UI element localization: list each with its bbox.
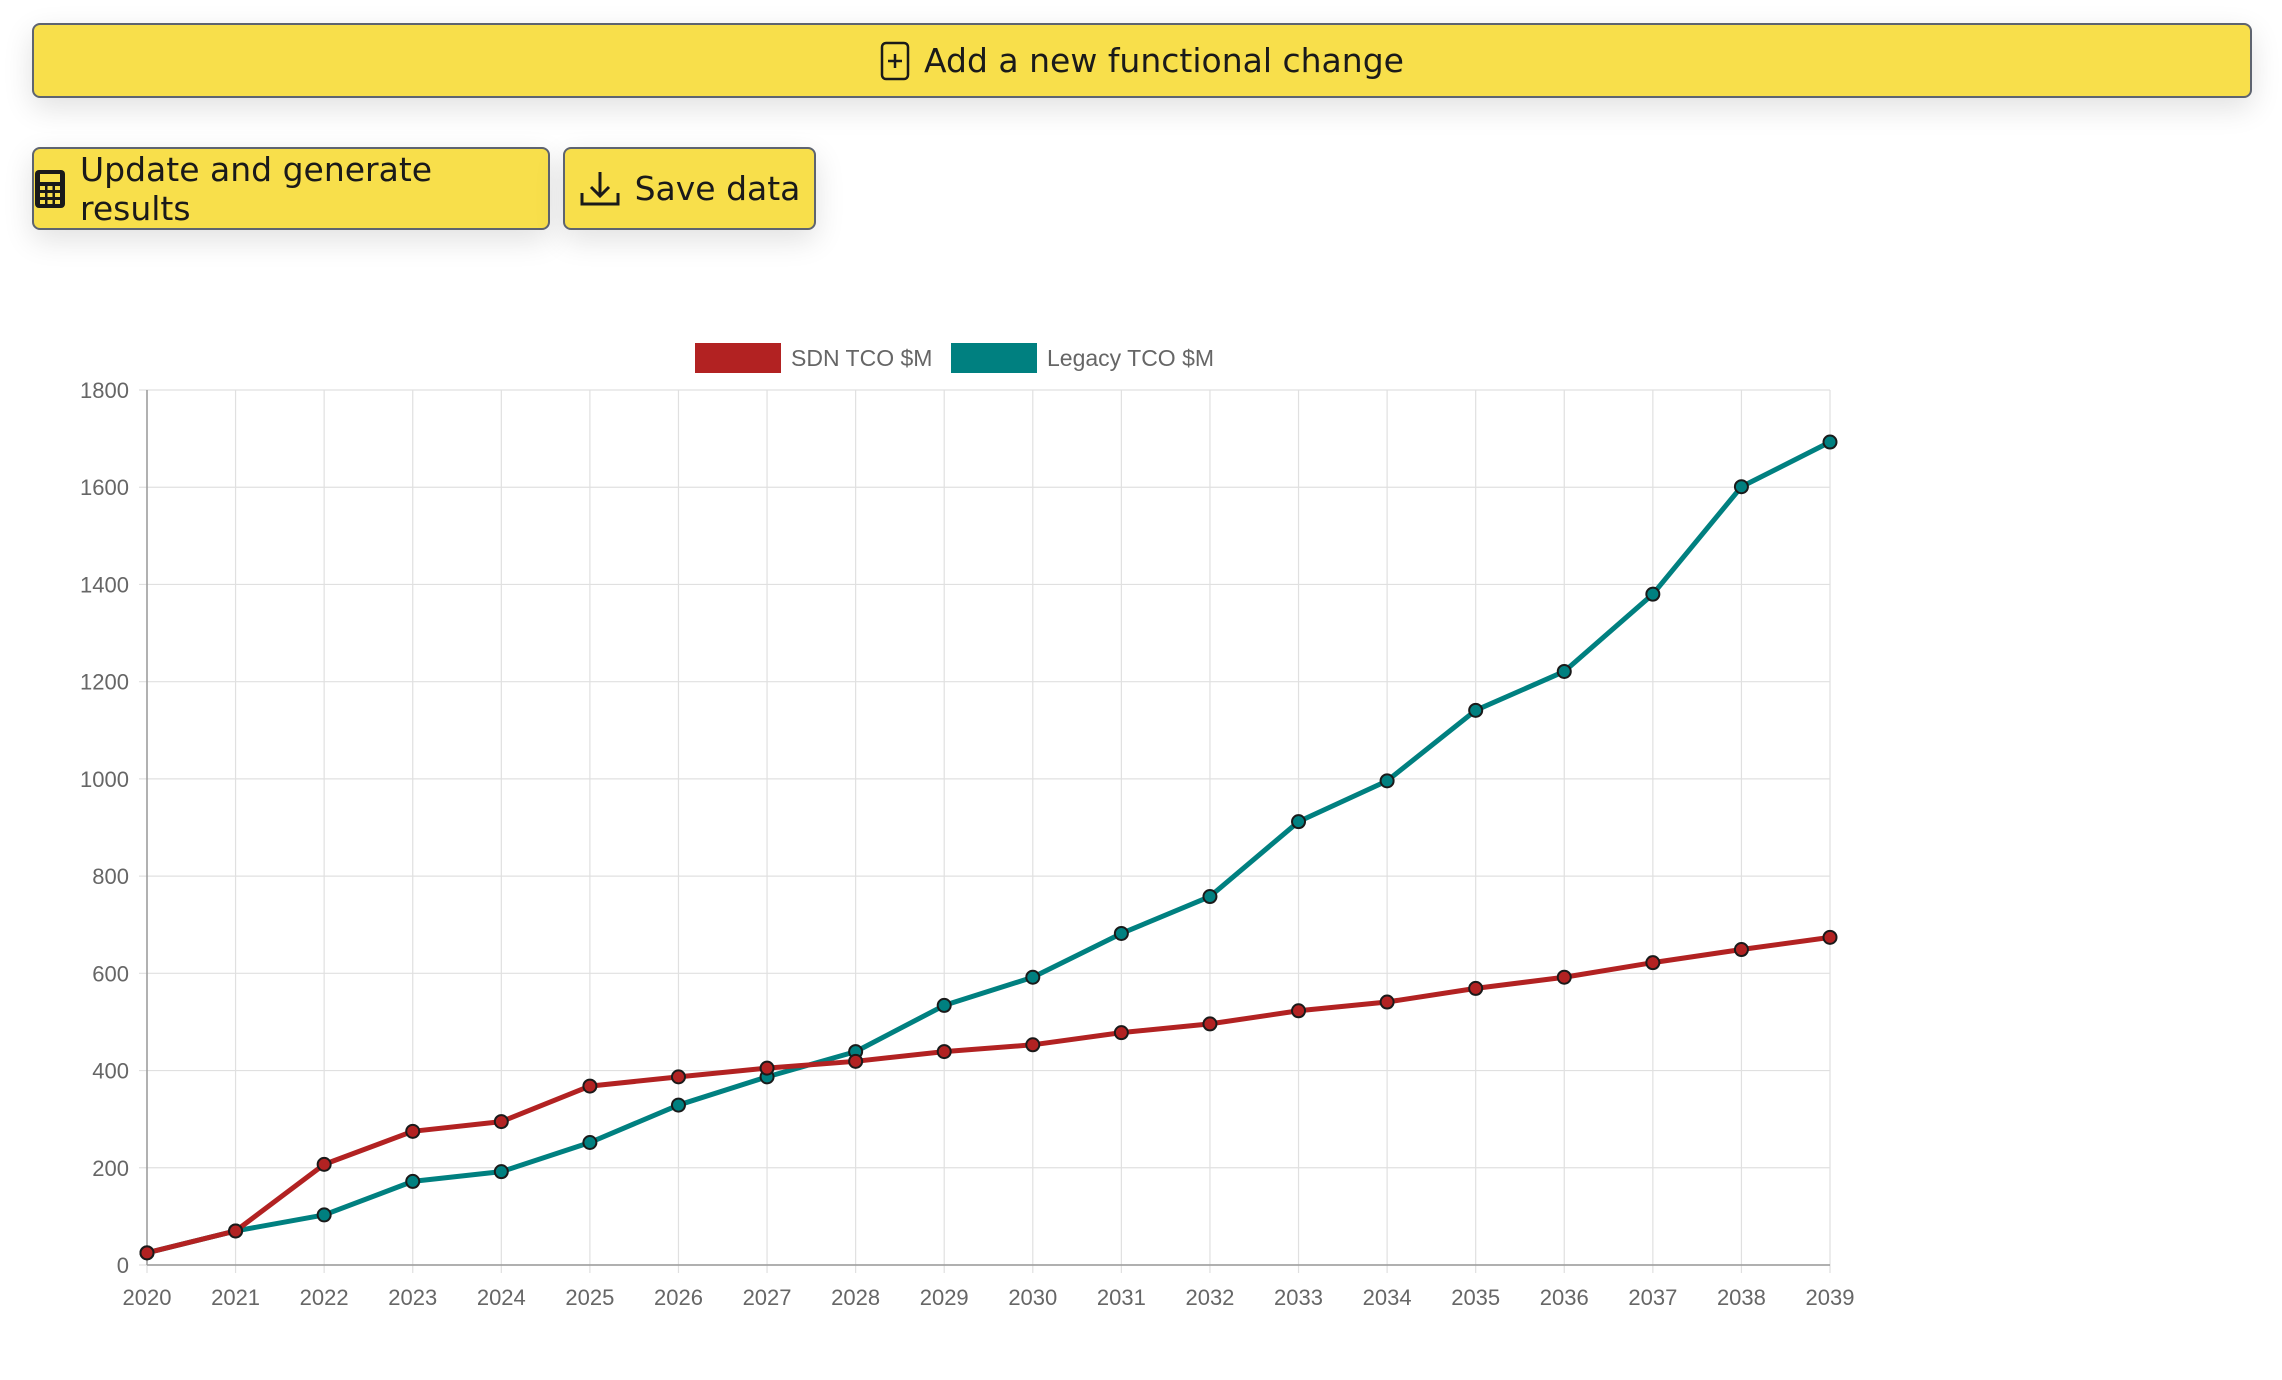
data-point <box>1291 1003 1307 1019</box>
x-tick-label: 2034 <box>1363 1285 1412 1310</box>
data-point <box>582 1078 598 1094</box>
save-data-label: Save data <box>634 169 801 208</box>
x-tick-label: 2028 <box>831 1285 880 1310</box>
data-point <box>139 1245 155 1261</box>
y-tick-label: 0 <box>117 1253 129 1278</box>
data-point <box>1379 773 1395 789</box>
download-icon <box>579 169 621 209</box>
data-point <box>316 1207 332 1223</box>
y-tick-label: 1000 <box>80 767 129 792</box>
x-tick-label: 2039 <box>1806 1285 1855 1310</box>
data-point <box>1556 969 1572 985</box>
data-point <box>1733 942 1749 958</box>
x-tick-label: 2032 <box>1185 1285 1234 1310</box>
x-tick-label: 2023 <box>388 1285 437 1310</box>
data-point <box>405 1173 421 1189</box>
data-point <box>1113 925 1129 941</box>
plus-square-icon <box>880 41 910 81</box>
data-point <box>1202 889 1218 905</box>
data-point <box>670 1097 686 1113</box>
calculator-icon <box>34 169 66 209</box>
x-tick-label: 2037 <box>1628 1285 1677 1310</box>
data-point <box>848 1053 864 1069</box>
x-tick-label: 2025 <box>565 1285 614 1310</box>
data-point <box>582 1135 598 1150</box>
y-tick-label: 1400 <box>80 572 129 597</box>
x-tick-label: 2035 <box>1451 1285 1500 1310</box>
update-generate-label: Update and generate results <box>80 149 433 228</box>
series-line <box>146 934 1831 1256</box>
x-tick-label: 2038 <box>1717 1285 1766 1310</box>
y-tick-label: 600 <box>92 961 129 986</box>
data-point <box>1468 702 1484 718</box>
y-tick-label: 400 <box>92 1059 129 1084</box>
data-point <box>1468 980 1484 996</box>
y-tick-label: 1200 <box>80 670 129 695</box>
save-data-button[interactable]: Save data <box>563 147 816 230</box>
data-point <box>1822 434 1838 450</box>
x-tick-label: 2022 <box>300 1285 349 1310</box>
data-point <box>228 1223 244 1239</box>
data-point <box>493 1164 509 1180</box>
legend-swatch <box>951 343 1037 373</box>
data-point <box>1025 1037 1041 1053</box>
data-point <box>759 1060 775 1076</box>
x-tick-label: 2036 <box>1540 1285 1589 1310</box>
tco-line-chart: 0 200 400 600 800 1000 1200 1400 1600 1800 2020 202… <box>0 320 1900 1340</box>
legend-label: Legacy TCO $M <box>1047 345 1214 371</box>
series-line <box>146 439 1832 1256</box>
x-tick-label: 2024 <box>477 1285 526 1310</box>
data-point <box>1291 814 1307 830</box>
data-point <box>1556 663 1572 679</box>
x-tick-label: 2031 <box>1097 1285 1146 1310</box>
data-point <box>936 997 952 1013</box>
y-tick-label: 1800 <box>80 378 129 403</box>
data-point <box>1379 994 1395 1010</box>
legend-swatch <box>695 343 781 373</box>
data-point <box>936 1044 952 1060</box>
y-tick-label: 1600 <box>80 475 129 500</box>
add-functional-change-label: Add a new functional change <box>924 41 1404 80</box>
data-point <box>1025 969 1041 985</box>
add-functional-change-button[interactable]: Add a new functional change <box>32 23 2252 98</box>
x-tick-label: 2026 <box>654 1285 703 1310</box>
data-point <box>1202 1016 1218 1032</box>
data-point <box>316 1156 332 1172</box>
y-tick-label: 200 <box>92 1156 129 1181</box>
data-point <box>1733 479 1749 495</box>
x-tick-label: 2030 <box>1008 1285 1057 1310</box>
data-point <box>405 1123 421 1139</box>
data-point <box>1645 955 1661 971</box>
x-tick-label: 2021 <box>211 1285 260 1310</box>
x-tick-label: 2029 <box>920 1285 969 1310</box>
data-point <box>670 1069 686 1085</box>
data-point <box>1113 1025 1129 1041</box>
legend-label: SDN TCO $M <box>791 345 932 371</box>
x-tick-label: 2020 <box>123 1285 172 1310</box>
x-tick-label: 2033 <box>1274 1285 1323 1310</box>
data-point <box>1645 586 1661 602</box>
chart-svg: 0 200 400 600 800 1000 1200 1400 1600 1800 2020 202… <box>80 343 1855 1310</box>
y-tick-label: 800 <box>92 864 129 889</box>
update-generate-button[interactable]: Update and generate results <box>32 147 550 230</box>
data-point <box>493 1114 509 1130</box>
x-tick-label: 2027 <box>743 1285 792 1310</box>
data-point <box>1822 929 1838 945</box>
